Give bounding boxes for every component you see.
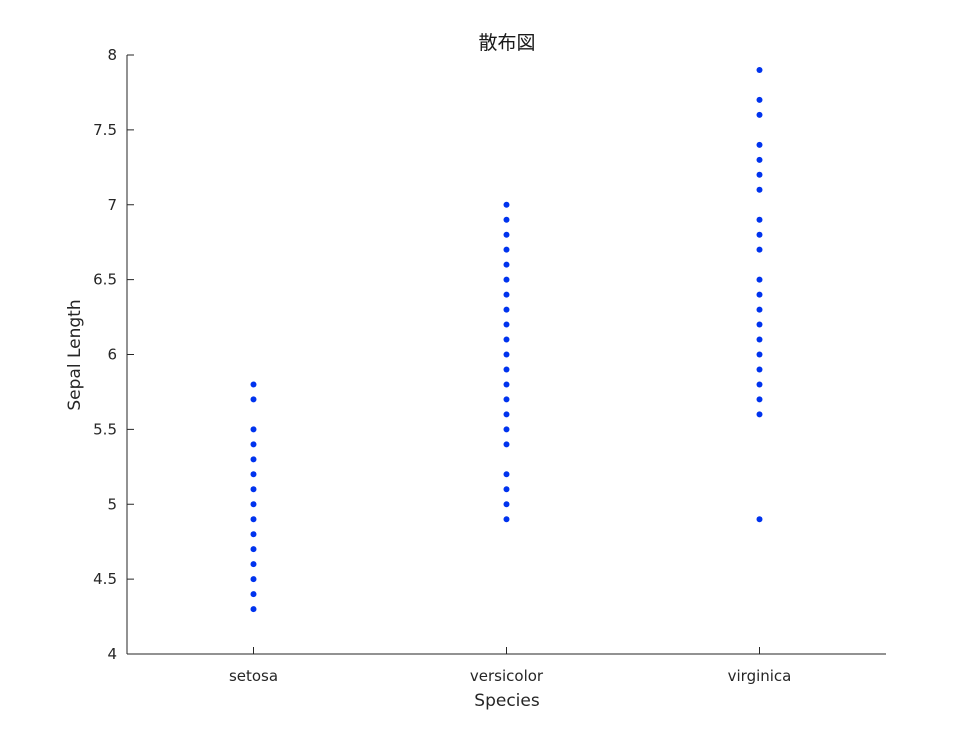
data-point-virginica	[756, 231, 763, 238]
x-tick-label-setosa: setosa	[229, 667, 278, 685]
y-axis-label: Sepal Length	[65, 299, 85, 410]
y-tick-label: 7	[107, 196, 117, 214]
data-point-setosa	[250, 546, 257, 553]
data-point-virginica	[756, 336, 763, 343]
data-point-virginica	[756, 186, 763, 193]
data-point-virginica	[756, 96, 763, 103]
data-point-virginica	[756, 246, 763, 253]
data-point-virginica	[756, 381, 763, 388]
data-point-versicolor	[503, 231, 510, 238]
data-points	[250, 66, 763, 613]
plot-area: 4 4.5 5 5.5 6 6.5 7 7.5 8 setosa versicolor virgin…	[93, 46, 886, 685]
data-point-setosa	[250, 441, 257, 448]
data-point-versicolor	[503, 501, 510, 508]
data-point-virginica	[756, 516, 763, 523]
data-point-versicolor	[503, 291, 510, 298]
data-point-versicolor	[503, 336, 510, 343]
data-point-versicolor	[503, 516, 510, 523]
y-tick-label: 8	[107, 46, 117, 64]
data-point-versicolor	[503, 246, 510, 253]
data-point-virginica	[756, 216, 763, 223]
data-point-setosa	[250, 561, 257, 568]
data-point-setosa	[250, 576, 257, 583]
data-point-setosa	[250, 426, 257, 433]
data-point-virginica	[756, 411, 763, 418]
data-point-versicolor	[503, 396, 510, 403]
data-point-versicolor	[503, 441, 510, 448]
data-point-setosa	[250, 531, 257, 538]
data-point-virginica	[756, 396, 763, 403]
data-point-versicolor	[503, 381, 510, 388]
data-point-virginica	[756, 276, 763, 283]
data-point-versicolor	[503, 486, 510, 493]
data-point-setosa	[250, 381, 257, 388]
y-tick-label: 5.5	[93, 420, 117, 438]
y-tick-label: 7.5	[93, 121, 117, 139]
data-point-setosa	[250, 591, 257, 598]
y-tick-label: 4.5	[93, 570, 117, 588]
x-tick-label-versicolor: versicolor	[470, 667, 544, 685]
data-point-versicolor	[503, 261, 510, 268]
y-axis-ticks: 4 4.5 5 5.5 6 6.5 7 7.5 8	[93, 46, 134, 663]
data-point-setosa	[250, 516, 257, 523]
data-point-versicolor	[503, 216, 510, 223]
data-point-setosa	[250, 486, 257, 493]
data-point-versicolor	[503, 426, 510, 433]
data-point-virginica	[756, 351, 763, 358]
data-point-virginica	[756, 291, 763, 298]
data-point-setosa	[250, 606, 257, 613]
data-point-versicolor	[503, 471, 510, 478]
data-point-versicolor	[503, 411, 510, 418]
y-tick-label: 4	[107, 645, 117, 663]
data-point-setosa	[250, 396, 257, 403]
data-point-versicolor	[503, 366, 510, 373]
data-point-virginica	[756, 141, 763, 148]
data-point-versicolor	[503, 351, 510, 358]
data-point-virginica	[756, 171, 763, 178]
chart-title: 散布図	[478, 32, 535, 54]
y-tick-label: 5	[107, 495, 117, 513]
data-point-versicolor	[503, 321, 510, 328]
data-point-versicolor	[503, 201, 510, 208]
data-point-virginica	[756, 66, 763, 73]
data-point-virginica	[756, 111, 763, 118]
data-point-virginica	[756, 366, 763, 373]
y-tick-label: 6.5	[93, 271, 117, 289]
data-point-setosa	[250, 456, 257, 463]
data-point-virginica	[756, 306, 763, 313]
data-point-setosa	[250, 471, 257, 478]
data-point-virginica	[756, 156, 763, 163]
x-tick-label-virginica: virginica	[728, 667, 792, 685]
x-axis-ticks: setosa versicolor virginica	[229, 647, 791, 685]
y-tick-label: 6	[107, 346, 117, 364]
data-point-virginica	[756, 321, 763, 328]
data-point-versicolor	[503, 306, 510, 313]
x-axis-label: Species	[474, 691, 540, 711]
data-point-setosa	[250, 501, 257, 508]
data-point-versicolor	[503, 276, 510, 283]
